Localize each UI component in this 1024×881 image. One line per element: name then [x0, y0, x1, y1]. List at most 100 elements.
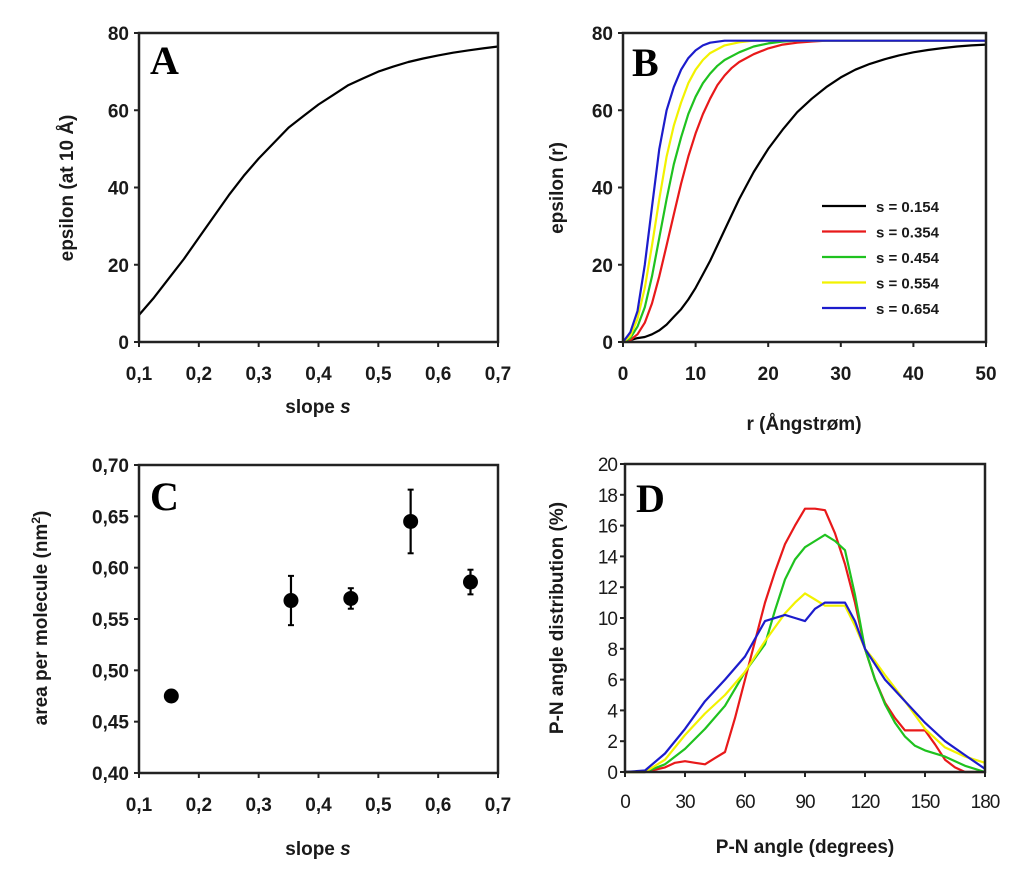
panel-b-series-line	[622, 39, 986, 343]
panel-b-ytick-label: 60	[592, 101, 613, 122]
panel-c: C 0,1 0,2 0,3 0,4 0,5 0,6 0,70,400,450,500,550…	[29, 456, 511, 860]
panel-d-xtick-label: 90	[795, 792, 815, 813]
panel-b-xlabel: r (Ångstrøm)	[746, 414, 861, 435]
panel-d-letter: D	[636, 476, 665, 521]
panel-a-marks	[138, 45, 499, 316]
panel-a-ytick-label: 0	[118, 333, 129, 354]
panel-d-ytick-label: 2	[607, 732, 617, 753]
panel-c-ticks: 0,1 0,2 0,3 0,4 0,5 0,6 0,7 0,40 0,45 0,50 0,55 0,6…	[92, 456, 511, 816]
panel-a-ytick-label: 40	[108, 179, 129, 200]
legend-label: s = 0.654	[876, 301, 940, 318]
panel-d: D 0 30 60 90 120 150 180 0 2 4 6 8 10 12 14 16 18 20 P-N …	[547, 455, 1001, 858]
panel-b-xtick-label: 0	[618, 364, 629, 385]
panel-a-ytick-label: 80	[108, 24, 129, 45]
panel-a-frame	[137, 31, 500, 344]
panel-d-ytick-label: 16	[598, 517, 618, 538]
panel-c-xtick-label: 0,1	[126, 795, 153, 816]
panel-d-ytick-label: 12	[598, 578, 618, 599]
panel-a-xtick-label: 0,5	[365, 364, 392, 385]
panel-c-xtick-label: 0,4	[305, 795, 332, 816]
panel-b-series-line	[622, 39, 986, 343]
panel-a-xtick-label: 0,4	[305, 364, 332, 385]
panel-b-xtick-label: 20	[758, 364, 779, 385]
panel-d-xtick-label: 180	[971, 792, 1000, 813]
panel-d-ytick-label: 20	[598, 455, 618, 476]
panel-d-ytick-label: 6	[607, 671, 617, 692]
panel-d-xtick-label: 120	[851, 792, 880, 813]
panel-a-series-line	[138, 45, 499, 316]
panel-b-series-line	[622, 43, 987, 344]
panel-d-series-line	[625, 507, 985, 774]
panel-d-ytick-label: 8	[607, 640, 617, 661]
panel-c-ytick-label: 0,65	[92, 507, 129, 528]
panel-c-data-point	[403, 513, 419, 529]
panel-b-ylabel: epsilon (r)	[547, 142, 568, 234]
panel-b-series-line	[622, 39, 986, 343]
panel-c-xtick-label: 0,2	[186, 795, 212, 816]
panel-b-series-line	[622, 39, 986, 344]
panel-d-ytick-label: 0	[607, 763, 617, 784]
panel-c-ytick-label: 0,55	[92, 610, 129, 631]
panel-c-ytick-label: 0,45	[92, 713, 129, 734]
panel-d-ytick-label: 18	[598, 486, 618, 507]
panel-a-ytick-label: 60	[108, 101, 129, 122]
panel-c-data-point	[343, 590, 359, 606]
panel-d-ticks: 0 30 60 90 120 150 180 0 2 4 6 8 10 12 14 16 18 20	[598, 455, 1001, 813]
panel-c-frame	[137, 463, 500, 775]
panel-a-ytick-label: 20	[108, 256, 129, 277]
panel-a-xtick-label: 0,3	[245, 364, 271, 385]
panel-b: B 0 10 20 30 40 50 0 20 40 60 80 s = 0.154 s = 0.35…	[547, 24, 997, 435]
panel-b-xtick-label: 40	[903, 364, 924, 385]
panel-a-xtick-label: 0,6	[425, 364, 451, 385]
panel-b-ticks: 0 10 20 30 40 50 0 20 40 60 80	[592, 24, 997, 385]
panel-a-xtick-label: 0,1	[126, 364, 153, 385]
panel-d-ytick-label: 14	[598, 547, 619, 568]
panel-d-xtick-label: 30	[675, 792, 695, 813]
panel-a-xtick-label: 0,7	[485, 364, 511, 385]
panel-c-ylabel: area per molecule (nm2)	[29, 511, 52, 726]
panel-b-xtick-label: 30	[830, 364, 851, 385]
panel-c-xtick-label: 0,5	[365, 795, 392, 816]
panel-d-xlabel: P-N angle (degrees)	[716, 837, 894, 858]
panel-d-xtick-label: 150	[911, 792, 940, 813]
panel-b-legend: s = 0.154 s = 0.354 s = 0.454 s = 0.554 s = …	[822, 199, 940, 318]
panel-b-ytick-label: 0	[602, 333, 613, 354]
legend-label: s = 0.554	[876, 276, 940, 293]
panel-d-ytick-label: 4	[607, 701, 618, 722]
panel-c-xtick-label: 0,7	[485, 795, 511, 816]
panel-d-xtick-label: 60	[735, 792, 755, 813]
panel-a-xtick-label: 0,2	[186, 364, 212, 385]
panel-d-series-line	[625, 533, 986, 774]
panel-b-ytick-label: 40	[592, 179, 613, 200]
panel-b-ytick-label: 20	[592, 256, 613, 277]
panel-c-letter: C	[150, 474, 179, 519]
panel-c-marks	[163, 488, 478, 704]
panel-a-letter: A	[150, 38, 179, 83]
panel-c-xtick-label: 0,6	[425, 795, 451, 816]
panel-c-data-point	[163, 688, 179, 704]
panel-d-ylabel: P-N angle distribution (%)	[547, 502, 568, 734]
panel-b-letter: B	[632, 40, 659, 85]
panel-c-ytick-label: 0,60	[92, 559, 129, 580]
panel-d-ytick-label: 10	[598, 609, 618, 630]
legend-label: s = 0.154	[876, 199, 940, 216]
legend-label: s = 0.454	[876, 250, 940, 267]
legend-label: s = 0.354	[876, 225, 940, 242]
panel-b-marks	[622, 39, 987, 344]
panel-d-xtick-label: 0	[620, 792, 630, 813]
panel-a-ylabel: epsilon (at 10 Å)	[57, 115, 78, 262]
panel-b-xtick-label: 10	[685, 364, 706, 385]
panel-a-ticks: 0,1 0,2 0,3 0,4 0,5 0,6 0,7 0 20 40 60 80	[108, 24, 511, 385]
panel-a-xlabel: slope s	[285, 397, 350, 418]
panel-c-ytick-label: 0,70	[92, 456, 129, 477]
panel-b-ytick-label: 80	[592, 24, 613, 45]
panel-c-xlabel: slope s	[285, 839, 350, 860]
panel-a: A 0,1 0,2 0,3 0,4 0,5 0,6 0,7 0 20 40 60 80 slope s…	[57, 24, 511, 418]
panel-c-xtick-label: 0,3	[245, 795, 271, 816]
panel-c-data-point	[283, 593, 299, 609]
panel-d-series-line	[624, 601, 986, 774]
panel-c-data-point	[462, 574, 478, 590]
panel-b-xtick-label: 50	[975, 364, 996, 385]
panel-c-ytick-label: 0,40	[92, 764, 129, 785]
